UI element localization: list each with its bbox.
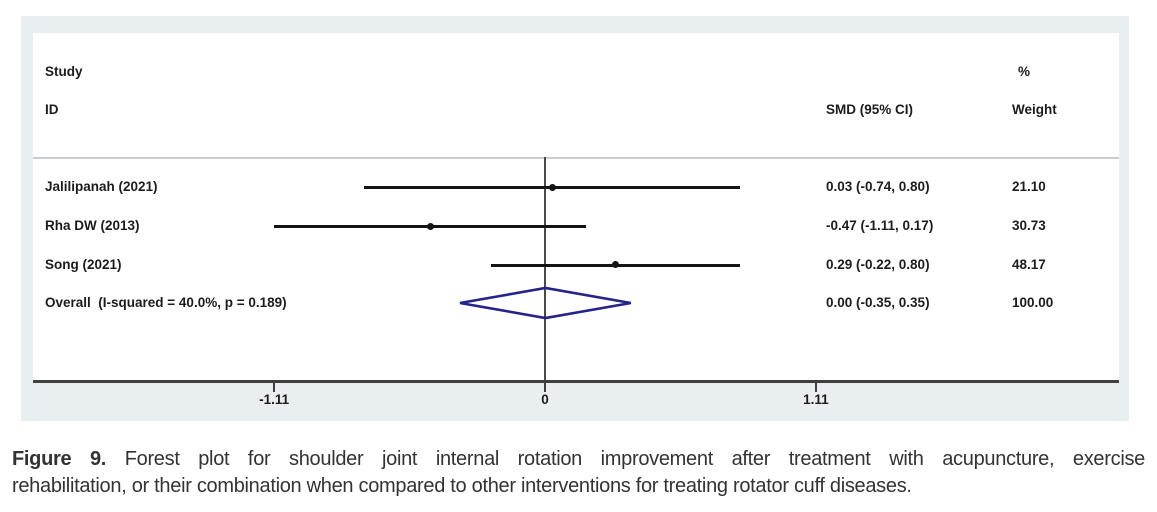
figure-caption-text1: Forest plot for shoulder joint internal … (106, 448, 1146, 470)
figure-caption: Figure 9. Forest plot for shoulder joint… (12, 446, 1145, 500)
figure-caption-label: Figure 9. (12, 448, 107, 470)
zero-reference-line (544, 157, 546, 382)
column-header-id: ID (45, 102, 59, 117)
study-smd-ci-value: 0.29 (-0.22, 0.80) (826, 256, 930, 272)
point-estimate-marker (548, 183, 556, 191)
header-divider-line (33, 157, 1119, 159)
point-estimate-marker (612, 261, 620, 268)
study-row-label: Rha DW (2013) (45, 218, 140, 233)
study-weight-value: 30.73 (1012, 218, 1046, 233)
point-estimate-marker (426, 222, 434, 230)
overall-row-label: Overall (I-squared = 40.0%, p = 0.189) (45, 295, 287, 310)
study-row-label: Song (2021) (45, 256, 122, 272)
column-header-smd-ci: SMD (95% CI) (826, 102, 914, 117)
column-header-weight: Weight (1012, 102, 1057, 117)
study-weight-value: 48.17 (1012, 256, 1046, 272)
figure-caption-line1: Figure 9. Forest plot for shoulder joint… (12, 446, 1145, 473)
study-smd-ci-value: 0.03 (-0.74, 0.80) (826, 179, 930, 194)
x-axis-tick (814, 383, 817, 392)
x-axis-tick-label: -1.11 (259, 392, 290, 407)
x-axis-tick (273, 383, 276, 392)
x-axis-tick-label: 0 (541, 392, 549, 407)
column-header-percent: % (1018, 64, 1031, 79)
overall-diamond-outline (459, 286, 631, 320)
study-smd-ci-value: -0.47 (-1.11, 0.17) (826, 218, 934, 233)
study-weight-value: 21.10 (1012, 179, 1046, 194)
x-axis-tick-label: 1.11 (803, 392, 829, 407)
overall-weight-value: 100.00 (1012, 295, 1054, 310)
overall-diamond (459, 286, 631, 320)
column-header-study: Study (45, 64, 83, 79)
figure-caption-line2: rehabilitation, or their combination whe… (12, 475, 912, 497)
plot-area (33, 33, 1119, 382)
x-axis-tick (544, 383, 546, 392)
x-axis-line (33, 380, 1119, 383)
study-row-label: Jalilipanah (2021) (45, 179, 158, 194)
overall-smd-ci-value: 0.00 (-0.35, 0.35) (826, 295, 930, 310)
